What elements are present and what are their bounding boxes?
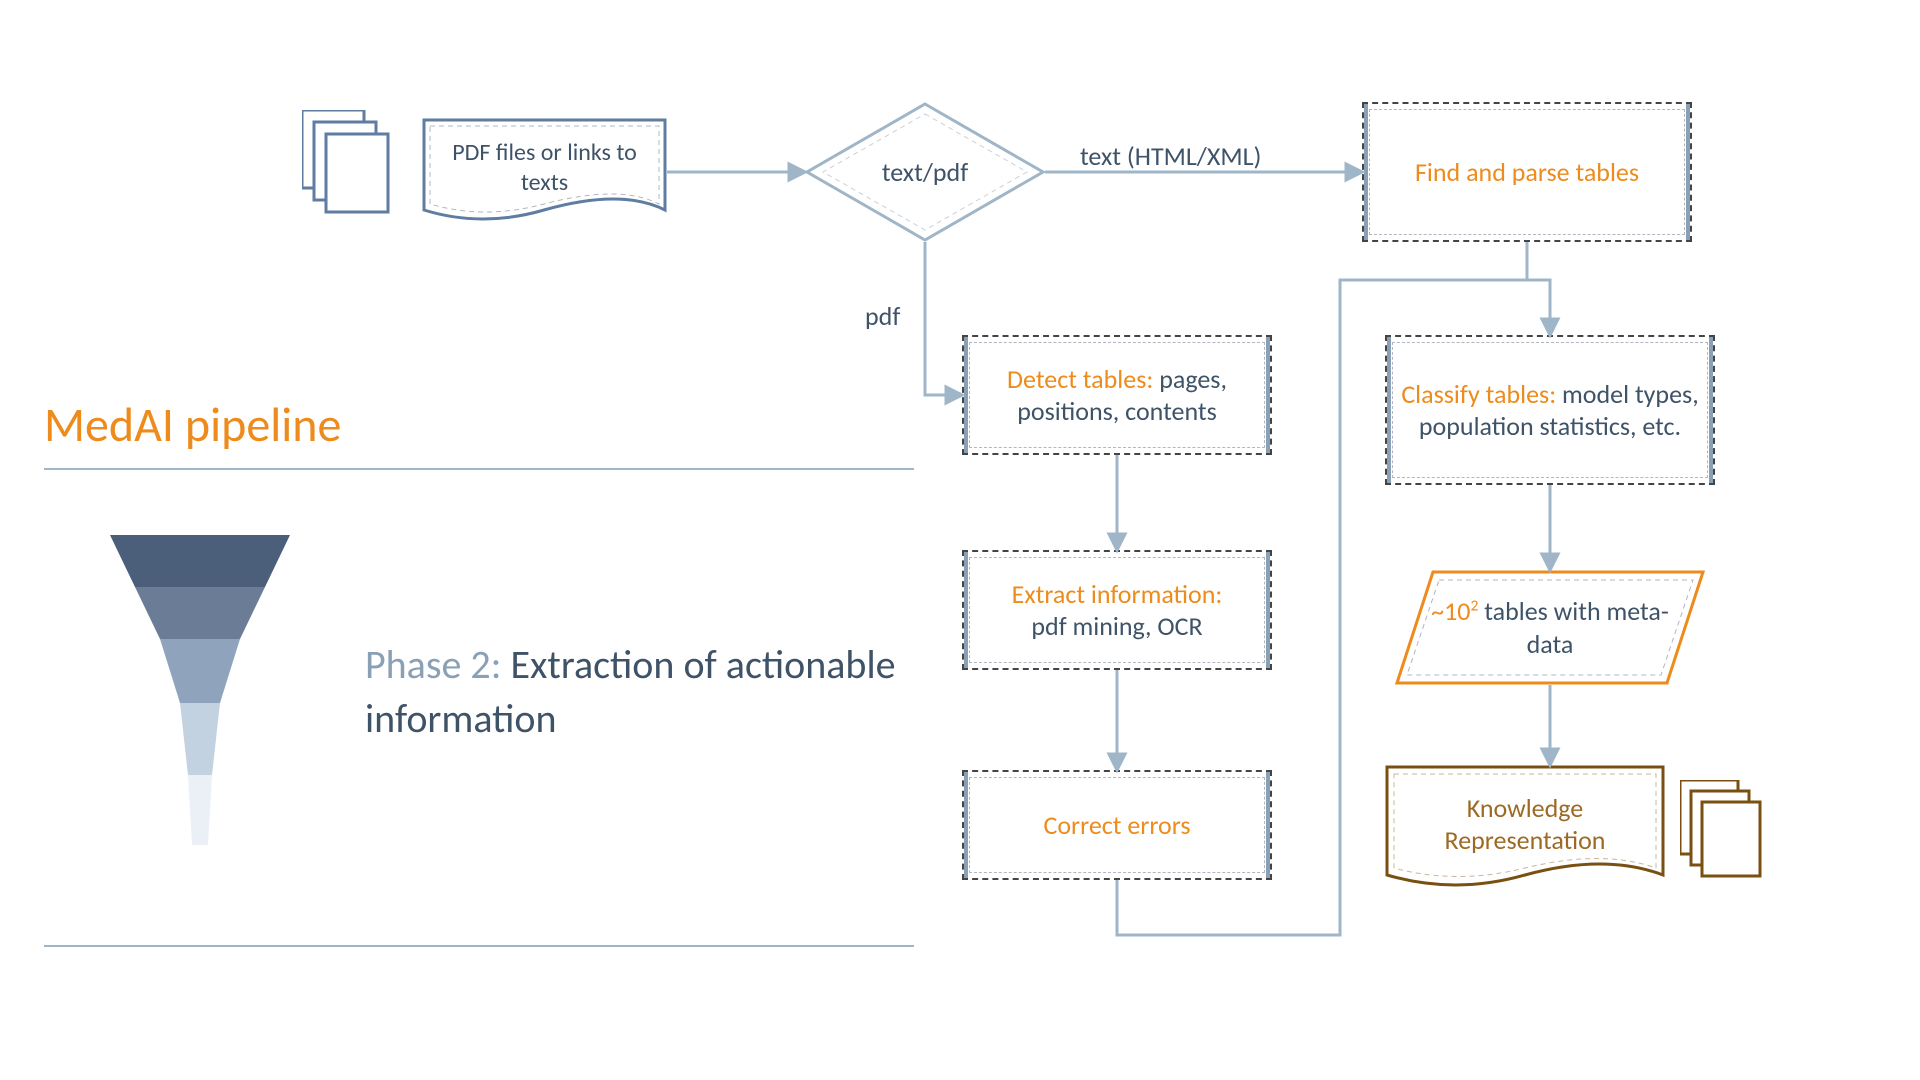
- node-knowledge: Knowledge Representation: [1385, 765, 1665, 895]
- docs-out-icon: [1680, 780, 1765, 885]
- node-classify-label: Classify tables: model types, population…: [1387, 337, 1713, 483]
- node-extract: Extract information:pdf mining, OCR: [962, 550, 1272, 670]
- phase-label: Phase 2: Extraction of actionable inform…: [365, 638, 925, 746]
- edge-label-pdf: pdf: [865, 300, 900, 332]
- node-knowledge-label: Knowledge Representation: [1385, 765, 1665, 895]
- node-find-parse-label: Find and parse tables: [1364, 104, 1690, 240]
- node-tables-meta: ~102 tables with meta-data: [1395, 570, 1705, 685]
- node-decision-label: text/pdf: [805, 102, 1045, 242]
- funnel-icon: [110, 535, 290, 855]
- edge-label-text-xml: text (HTML/XML): [1080, 140, 1261, 172]
- rule-bottom: [44, 945, 914, 947]
- phase-lead: Phase 2:: [365, 640, 510, 689]
- docs-in-icon: [302, 110, 392, 220]
- page-title: MedAI pipeline: [44, 395, 341, 454]
- node-input: PDF files or links to texts: [422, 118, 667, 228]
- node-decision: text/pdf: [805, 102, 1045, 242]
- node-classify: Classify tables: model types, population…: [1385, 335, 1715, 485]
- rule-top: [44, 468, 914, 470]
- node-errors-label: Correct errors: [964, 772, 1270, 878]
- node-errors: Correct errors: [962, 770, 1272, 880]
- node-detect-label: Detect tables: pages, positions, content…: [964, 337, 1270, 453]
- node-detect: Detect tables: pages, positions, content…: [962, 335, 1272, 455]
- node-find-parse: Find and parse tables: [1362, 102, 1692, 242]
- node-extract-label: Extract information:pdf mining, OCR: [964, 552, 1270, 668]
- node-input-label: PDF files or links to texts: [422, 118, 667, 228]
- node-tables-meta-label: ~102 tables with meta-data: [1395, 570, 1705, 685]
